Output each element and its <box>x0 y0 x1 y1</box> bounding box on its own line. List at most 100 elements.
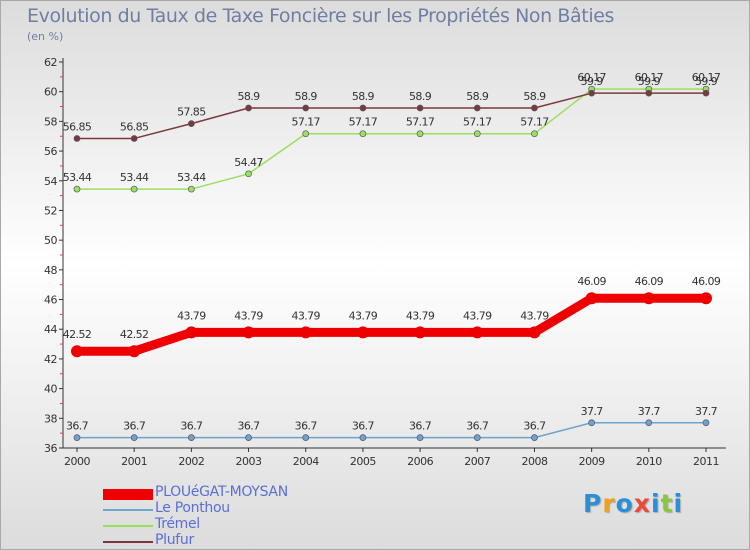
data-point <box>416 104 424 112</box>
data-label: 59.9 <box>638 75 661 88</box>
series-line <box>76 92 707 140</box>
data-point <box>130 135 138 142</box>
logo-letter: o <box>615 489 634 518</box>
logo-letter: t <box>660 489 674 518</box>
logo-letter: x <box>633 489 651 518</box>
legend-swatch <box>103 525 153 527</box>
data-point <box>645 89 653 97</box>
series-line <box>72 293 711 356</box>
data-point <box>588 419 595 427</box>
logo-letter: i <box>673 489 684 518</box>
data-point <box>416 434 424 441</box>
y-tick-label: 38 <box>44 412 57 425</box>
legend-swatch <box>103 509 153 511</box>
data-label: 58.9 <box>295 90 318 103</box>
data-point <box>700 292 712 305</box>
legend-label: Trémel <box>155 516 200 532</box>
data-point <box>473 130 481 138</box>
data-point <box>185 326 198 339</box>
data-label: 58.9 <box>466 90 489 103</box>
data-label: 37.7 <box>695 405 718 418</box>
y-tick-label: 54 <box>44 175 57 188</box>
data-point <box>130 185 138 193</box>
x-tick-label: 2008 <box>521 455 547 468</box>
data-point <box>188 434 195 441</box>
y-tick-label: 56 <box>44 145 57 158</box>
data-point <box>471 326 484 339</box>
data-point <box>302 104 310 112</box>
data-point <box>73 434 81 441</box>
data-label: 59.9 <box>695 75 718 88</box>
y-tick-label: 44 <box>44 323 57 336</box>
data-point <box>473 434 481 441</box>
data-point <box>242 326 255 339</box>
data-label: 56.85 <box>120 120 149 133</box>
data-label: 46.09 <box>635 275 664 288</box>
data-label: 58.9 <box>237 90 260 103</box>
data-point <box>531 104 538 112</box>
data-point <box>130 434 138 441</box>
x-tick-label: 2011 <box>693 455 719 468</box>
data-point <box>359 130 367 138</box>
data-point <box>188 185 195 193</box>
y-tick-label: 62 <box>44 56 57 69</box>
data-point <box>73 135 81 142</box>
data-label: 36.7 <box>295 420 318 433</box>
x-tick-label: 2004 <box>293 455 319 468</box>
data-label: 53.44 <box>63 171 92 184</box>
series-line <box>76 422 707 439</box>
data-label: 36.7 <box>352 420 375 433</box>
y-tick-label: 60 <box>44 86 57 99</box>
data-point <box>414 326 427 339</box>
data-label: 46.09 <box>692 275 721 288</box>
data-point <box>302 434 310 441</box>
data-label: 43.79 <box>463 309 492 322</box>
data-label: 57.17 <box>349 116 378 129</box>
x-tick-label: 2010 <box>636 455 662 468</box>
data-point <box>702 89 710 97</box>
data-point <box>585 292 598 305</box>
data-point <box>188 120 195 127</box>
data-label: 58.9 <box>352 90 375 103</box>
plot-area: 36.7 36.7 36.7 36.7 36.7 36.7 36.7 36.7 36.7 37.7… <box>63 71 721 441</box>
data-label: 43.79 <box>406 309 435 322</box>
data-label: 36.7 <box>180 420 203 433</box>
data-label: 42.52 <box>63 328 92 341</box>
data-label: 36.7 <box>123 420 146 433</box>
data-label: 43.79 <box>349 309 378 322</box>
y-tick-label: 58 <box>44 115 57 128</box>
data-point <box>416 130 424 138</box>
legend-label: Le Ponthou <box>155 500 230 516</box>
x-tick-label: 2006 <box>407 455 433 468</box>
data-label: 60.17 <box>577 71 606 84</box>
data-label: 57.17 <box>291 116 320 129</box>
series-line <box>76 88 707 190</box>
data-label: 53.44 <box>177 171 206 184</box>
data-label: 43.79 <box>291 309 320 322</box>
data-label: 43.79 <box>520 309 549 322</box>
x-tick-label: 2001 <box>121 455 147 468</box>
data-label: 57.17 <box>463 116 492 129</box>
data-point <box>71 345 83 358</box>
x-tick-label: 2005 <box>350 455 376 468</box>
y-axis-unit-label: (en %) <box>27 30 64 43</box>
data-point <box>359 434 367 441</box>
x-tick-label: 2002 <box>178 455 204 468</box>
data-point <box>531 130 538 138</box>
data-label: 60.17 <box>692 71 721 84</box>
data-point <box>702 419 710 427</box>
data-point <box>359 104 367 112</box>
data-label: 56.85 <box>63 120 92 133</box>
logo-letter: r <box>602 489 616 518</box>
data-label: 57.17 <box>406 116 435 129</box>
data-point <box>245 434 252 441</box>
data-label: 36.7 <box>466 420 489 433</box>
data-label: 53.44 <box>120 171 149 184</box>
data-label: 43.79 <box>234 309 263 322</box>
logo-letter: i <box>651 489 661 518</box>
axes: 36 38 40 42 44 46 48 50 52 54 56 58 60 62 2000 2001 2002… <box>44 56 726 468</box>
legend-swatch <box>103 541 153 543</box>
data-label: 58.9 <box>409 90 432 103</box>
y-tick-label: 46 <box>44 294 57 307</box>
